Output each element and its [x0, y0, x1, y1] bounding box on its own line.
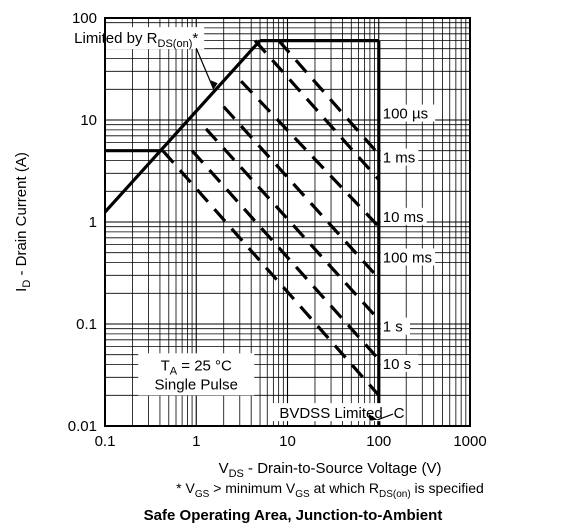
- x-tick-label: 0.1: [95, 433, 116, 450]
- x-tick-label: 100: [366, 433, 391, 450]
- series-label: 1 s: [383, 319, 403, 336]
- footnote: * VGS > minimum VGS at which RDS(on) is …: [176, 480, 484, 500]
- y-axis-title: ID - Drain Current (A): [13, 152, 33, 292]
- chart-caption: Safe Operating Area, Junction-to-Ambient: [143, 507, 443, 524]
- rdson-limit-line: [103, 39, 262, 214]
- rdson-annotation: Limited by RDS(on)*: [74, 30, 198, 50]
- series-label-bg: [380, 104, 436, 122]
- series-line-100-ms: [222, 105, 380, 280]
- single-pulse-annotation: Single Pulse: [155, 376, 238, 393]
- series-label: 10 s: [383, 356, 411, 373]
- x-tick-label: 1000: [453, 433, 486, 450]
- ta-annotation: TA = 25 °C: [161, 357, 232, 377]
- bvdss-annotation-bg: [271, 403, 394, 422]
- series-label: 100 ms: [383, 249, 432, 266]
- series-label-bg: [380, 248, 436, 266]
- y-tick-label: 0.1: [76, 316, 97, 333]
- series-label-bg: [380, 148, 419, 166]
- y-tick-label: 10: [80, 112, 97, 129]
- annotations: Limited by RDS(on)* BVDSS Limited TA = 25 …: [36, 27, 394, 422]
- series-line-10-s: [190, 149, 380, 361]
- rdson-annotation-bg: [36, 27, 205, 50]
- y-tick-label: 100: [72, 10, 97, 27]
- series-label: 100 µs: [383, 106, 428, 123]
- series-line-100-s: [277, 39, 381, 156]
- bvdss-arrow: [377, 413, 394, 421]
- chart-lines: [103, 39, 381, 426]
- series-label-bg: [380, 317, 410, 335]
- rdson-arrowhead: [210, 80, 218, 90]
- series-line-10-ms: [239, 80, 380, 228]
- series-line-1-s: [204, 127, 380, 321]
- bvdss-arrowhead: [368, 413, 378, 421]
- x-axis-title: VDS - Drain-to-Source Voltage (V): [219, 460, 442, 480]
- x-tick-label: 10: [279, 433, 296, 450]
- rdson-arrow: [195, 47, 215, 90]
- x-tick-label: 1: [192, 433, 200, 450]
- series-label: 1 ms: [383, 150, 416, 167]
- y-tick-label: 1: [89, 214, 97, 231]
- series-line-dc: [161, 149, 380, 397]
- bvdss-annotation: BVDSS Limited: [279, 405, 382, 422]
- ta-annotation-bg: [138, 353, 255, 396]
- series-label-bg: [380, 207, 427, 225]
- series-label: 10 ms: [383, 209, 424, 226]
- series-label-bg: [380, 354, 419, 372]
- plot-frame: [104, 17, 471, 427]
- y-tick-label: 0.01: [68, 418, 97, 435]
- series-line-1-ms: [253, 39, 380, 181]
